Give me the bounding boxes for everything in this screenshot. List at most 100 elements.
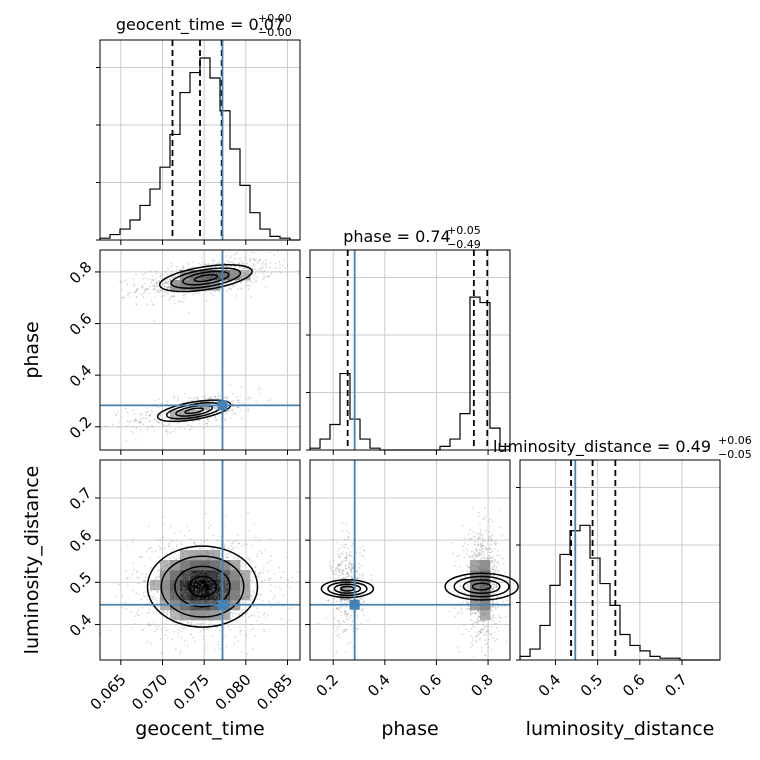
- sample-point: [151, 580, 154, 582]
- sample-point: [180, 280, 182, 283]
- sample-point: [192, 564, 195, 566]
- sample-point: [149, 278, 152, 281]
- sample-point: [190, 575, 193, 577]
- sample-point: [231, 276, 233, 279]
- sample-point: [486, 568, 488, 570]
- sample-point: [149, 413, 152, 415]
- sample-point: [244, 267, 246, 270]
- sample-point: [467, 538, 470, 540]
- sample-point: [483, 585, 486, 588]
- sample-point: [234, 636, 236, 638]
- sample-point: [133, 623, 136, 625]
- sample-point: [166, 610, 169, 613]
- sample-point: [356, 616, 359, 618]
- sample-point: [199, 577, 202, 579]
- sample-point: [211, 581, 214, 584]
- sample-point: [159, 575, 161, 578]
- sample-point: [235, 297, 238, 299]
- sample-point: [149, 624, 152, 627]
- panel-hist-geocent-time: geocent_time = 0.07 +0.00 −0.00: [96, 12, 301, 241]
- sample-point: [486, 560, 488, 562]
- density-cell: [230, 570, 241, 581]
- sample-point: [483, 557, 485, 559]
- sample-point: [270, 555, 273, 557]
- sample-point: [337, 567, 339, 570]
- sample-point: [231, 576, 233, 579]
- sample-point: [191, 574, 193, 576]
- sample-point: [179, 577, 182, 580]
- sample-point: [265, 266, 267, 269]
- sample-point: [483, 627, 486, 629]
- sample-point: [153, 418, 156, 421]
- sample-point: [253, 614, 255, 617]
- sample-point: [245, 280, 247, 283]
- sample-point: [338, 620, 341, 622]
- sample-point: [234, 257, 236, 260]
- density-cell: [170, 570, 181, 581]
- sample-point: [208, 522, 210, 524]
- sample-point: [165, 286, 168, 289]
- sample-point: [259, 259, 261, 261]
- sample-point: [199, 599, 201, 601]
- sample-point: [476, 634, 478, 636]
- sample-point: [491, 617, 494, 619]
- sample-point: [156, 628, 158, 631]
- sample-point: [159, 602, 161, 604]
- sample-point: [170, 597, 172, 599]
- sample-point: [451, 542, 454, 544]
- sample-point: [207, 601, 210, 603]
- sample-point: [196, 612, 198, 615]
- sample-point: [212, 289, 214, 292]
- sample-point: [476, 566, 479, 568]
- sample-point: [239, 394, 241, 397]
- sample-point: [356, 614, 358, 616]
- sample-point: [211, 559, 213, 561]
- sample-point: [482, 586, 484, 589]
- sample-point: [165, 591, 168, 594]
- sample-point: [165, 586, 167, 588]
- sample-point: [466, 608, 468, 610]
- sample-point: [344, 628, 347, 631]
- contour-level: [333, 583, 362, 594]
- truth-marker: [349, 599, 360, 610]
- sample-point: [247, 396, 250, 399]
- sample-point: [183, 266, 185, 268]
- sample-point: [484, 654, 487, 657]
- sample-point: [141, 286, 143, 289]
- sample-point: [478, 565, 480, 567]
- sample-point: [484, 606, 487, 608]
- sample-point: [350, 569, 352, 572]
- sample-point: [244, 578, 247, 580]
- sample-point: [484, 568, 487, 571]
- sample-point: [235, 575, 238, 577]
- sample-point: [212, 294, 214, 297]
- sample-point: [181, 578, 184, 581]
- sample-point: [491, 606, 493, 608]
- sample-point: [212, 534, 214, 537]
- sample-point: [469, 555, 471, 558]
- sample-point: [218, 582, 220, 585]
- sample-point: [202, 277, 204, 280]
- sample-point: [479, 565, 481, 568]
- sample-point: [183, 534, 186, 537]
- sample-point: [188, 613, 190, 615]
- sample-point: [165, 430, 167, 433]
- sample-point: [238, 605, 240, 607]
- sample-point: [213, 554, 216, 556]
- sample-point: [481, 586, 483, 588]
- sample-point: [197, 588, 199, 591]
- sample-point: [342, 560, 344, 562]
- sample-point: [344, 611, 347, 613]
- sample-point: [148, 584, 150, 586]
- density-cell: [190, 580, 201, 591]
- sample-point: [197, 613, 200, 615]
- sample-point: [346, 555, 349, 558]
- sample-point: [257, 261, 259, 264]
- sample-point: [215, 425, 217, 427]
- sample-point: [485, 548, 488, 551]
- sample-point: [232, 272, 235, 275]
- sample-point: [167, 299, 170, 301]
- sample-point: [201, 622, 203, 625]
- sample-point: [205, 599, 208, 602]
- title-luminosity-distance-minus: −0.05: [718, 448, 752, 461]
